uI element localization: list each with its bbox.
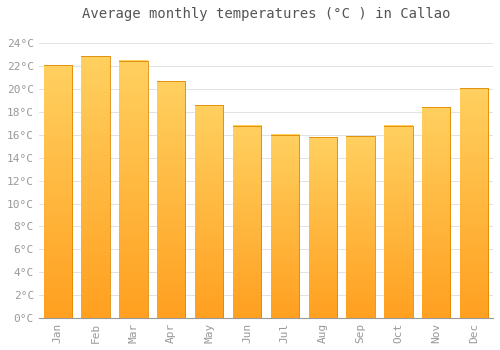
Bar bbox=[384, 126, 412, 318]
Bar bbox=[422, 107, 450, 318]
Bar bbox=[195, 105, 224, 318]
Bar bbox=[233, 126, 261, 318]
Bar bbox=[119, 61, 148, 318]
Bar bbox=[44, 65, 72, 318]
Bar bbox=[157, 81, 186, 318]
Bar bbox=[270, 135, 299, 318]
Bar bbox=[346, 136, 375, 318]
Bar bbox=[82, 56, 110, 318]
Bar bbox=[308, 137, 337, 318]
Title: Average monthly temperatures (°C ) in Callao: Average monthly temperatures (°C ) in Ca… bbox=[82, 7, 450, 21]
Bar bbox=[460, 88, 488, 318]
